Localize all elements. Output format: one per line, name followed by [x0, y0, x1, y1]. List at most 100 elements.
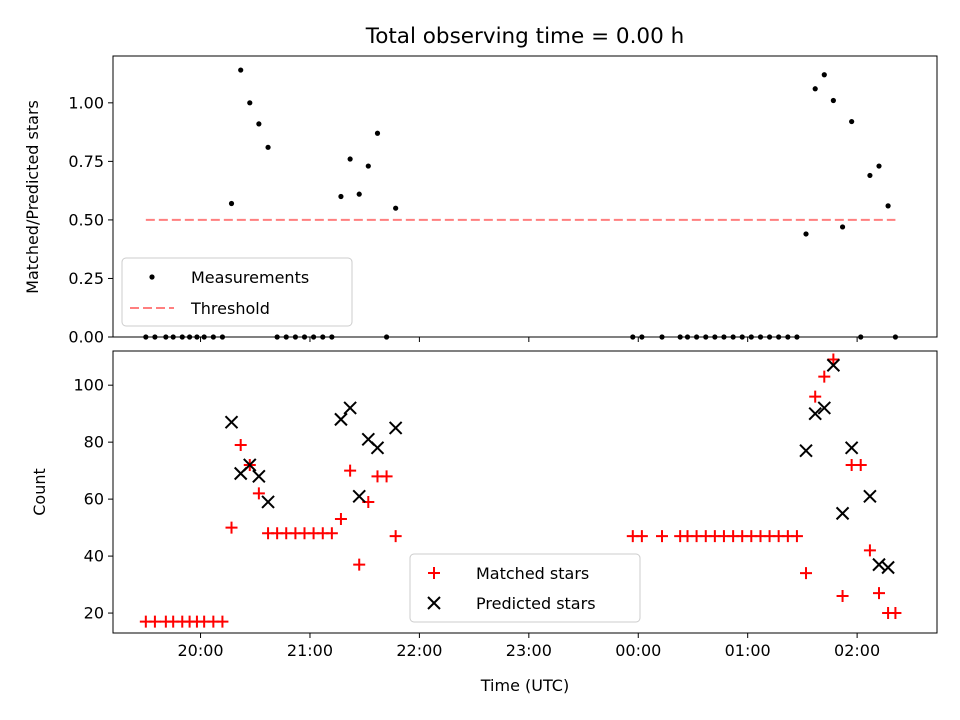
y-tick-label: 60 [84, 490, 104, 509]
bottom-plot-frame [112, 350, 938, 634]
top-x-ticks [200, 337, 858, 342]
measurement-point [839, 224, 846, 230]
legend-marker-matched-stars [428, 567, 440, 579]
matched-star-point [656, 530, 669, 543]
measurement-point [393, 205, 399, 211]
measurement-point [830, 97, 836, 104]
matched-star-point [873, 587, 886, 600]
measurement-point [347, 156, 353, 162]
x-tick-label: 20:00 [177, 641, 223, 660]
matched-star-point [836, 589, 849, 602]
bottom-y-axis-label: Count [30, 468, 49, 516]
y-tick-label: 0.00 [68, 328, 104, 347]
top-plot-frame [112, 55, 938, 338]
top-legend-box [121, 257, 353, 327]
x-tick-label: 02:00 [834, 641, 880, 660]
measurement-point [256, 121, 262, 127]
predicted-star-point [252, 469, 266, 484]
predicted-star-point [224, 415, 239, 429]
predicted-star-point [334, 412, 348, 427]
matched-star-point [889, 607, 902, 620]
predicted-star-point [261, 495, 275, 509]
matched-star-point [234, 439, 247, 451]
x-tick-label: 21:00 [287, 641, 333, 660]
x-tick-label: 01:00 [725, 641, 771, 660]
matched-star-point [148, 615, 161, 628]
measurement-point [265, 144, 271, 150]
bottom-y-axis: 20 40 60 80 100 [73, 376, 113, 623]
x-tick-label: 22:00 [396, 641, 442, 660]
measurement-point [247, 100, 253, 106]
matched-star-point [818, 370, 831, 383]
predicted-star-point [799, 443, 813, 458]
top-y-axis-label: Matched/Predicted stars [23, 100, 42, 294]
y-tick-label: 40 [84, 547, 104, 566]
measurement-point [867, 172, 873, 179]
predicted-star-point [817, 401, 831, 415]
matched-star-point [353, 558, 366, 571]
y-tick-label: 80 [84, 433, 104, 452]
measurement-point [228, 200, 235, 207]
top-y-axis: 0.00 0.25 0.50 0.75 1.00 [68, 93, 113, 347]
bottom-panel: 20 40 60 80 100 20:00 21:00 22:00 23:00 00:00 01:… [30, 350, 938, 695]
measurement-point [849, 118, 855, 125]
measurement-point [338, 193, 344, 200]
measurement-point [356, 191, 362, 197]
y-tick-label: 1.00 [68, 93, 104, 112]
predicted-star-point [881, 560, 895, 575]
predicted-star-point [808, 406, 822, 421]
measurement-point [374, 130, 381, 136]
predicted-star-point [370, 441, 385, 455]
matched-star-point [325, 527, 338, 540]
matched-star-point [252, 487, 265, 500]
legend-label-matched-stars: Matched stars [476, 564, 589, 583]
matched-star-point [216, 615, 229, 628]
bottom-x-axis: 20:00 21:00 22:00 23:00 00:00 01:00 02:00 [177, 633, 880, 660]
matched-star-point [635, 530, 648, 543]
matched-star-point [389, 530, 402, 543]
predicted-star-point [844, 441, 859, 455]
predicted-star-point [863, 489, 877, 503]
x-axis-label: Time (UTC) [480, 676, 569, 695]
matched-star-point [334, 513, 347, 526]
matched-star-point [854, 458, 867, 471]
y-tick-label: 0.75 [68, 152, 104, 171]
y-tick-label: 0.25 [68, 269, 104, 288]
x-tick-label: 00:00 [615, 641, 661, 660]
matched-star-point [225, 521, 238, 534]
chart-title: Total observing time = 0.00 h [365, 24, 685, 49]
top-panel: 0.00 0.25 0.50 0.75 1.00 Matched/Predicted s… [23, 55, 938, 347]
y-tick-label: 0.50 [68, 210, 104, 229]
bottom-legend: Matched stars Predicted stars [409, 553, 641, 623]
predicted-stars-layer [224, 358, 895, 575]
y-tick-label: 20 [84, 604, 104, 623]
x-tick-label: 23:00 [506, 641, 552, 660]
matched-star-point [344, 464, 357, 477]
legend-label-measurements: Measurements [191, 268, 309, 287]
measurement-point [238, 67, 244, 73]
measurement-point [365, 163, 371, 169]
matched-star-point [863, 544, 876, 557]
predicted-star-point [352, 489, 366, 503]
predicted-star-point [835, 506, 850, 521]
top-legend: Measurements Threshold [121, 257, 353, 327]
measurement-point [812, 86, 818, 92]
predicted-star-point [343, 401, 357, 415]
matched-star-point [827, 353, 840, 366]
matched-star-point [790, 530, 803, 543]
legend-marker-predicted-stars [427, 596, 441, 610]
legend-marker-measurements [149, 274, 155, 280]
matched-star-point [809, 390, 822, 403]
measurement-point [803, 231, 809, 237]
predicted-star-point [243, 458, 257, 472]
y-tick-label: 100 [73, 376, 104, 395]
matched-star-point [380, 470, 393, 483]
predicted-star-point [872, 557, 886, 572]
legend-label-predicted-stars: Predicted stars [476, 594, 596, 613]
measurement-point [821, 72, 827, 78]
legend-label-threshold: Threshold [190, 299, 270, 318]
measurement-point [876, 163, 882, 169]
predicted-star-point [826, 358, 841, 372]
predicted-star-point [388, 421, 403, 435]
